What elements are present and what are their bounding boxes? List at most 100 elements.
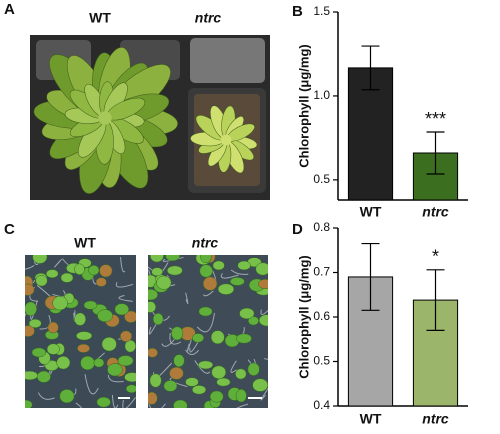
seedling <box>31 347 47 358</box>
seedling <box>212 260 225 271</box>
seedling <box>120 330 132 342</box>
y-tick-label: 0.5 <box>313 172 330 186</box>
seedling <box>173 399 188 408</box>
seedling <box>36 370 51 383</box>
seedling <box>258 278 268 290</box>
root <box>115 282 134 288</box>
root <box>194 360 211 374</box>
x-tick-label: WT <box>360 204 382 220</box>
seedling <box>255 262 268 276</box>
seedling <box>124 310 136 323</box>
photo-label: ntrc <box>192 235 219 251</box>
seedling <box>83 300 98 310</box>
seedling <box>192 333 205 343</box>
seedling <box>77 343 90 353</box>
seedling <box>88 265 100 276</box>
x-tick-label: WT <box>360 411 382 427</box>
root <box>186 337 193 352</box>
seedling <box>56 355 71 370</box>
x-tick-label: ntrc <box>422 204 449 220</box>
y-axis-label: Chlorophyll (μg/mg) <box>296 44 311 168</box>
root <box>230 269 249 275</box>
seedling <box>95 277 107 287</box>
seedling <box>74 312 87 326</box>
seedling <box>210 330 225 345</box>
leaf <box>220 134 232 146</box>
root <box>122 397 136 408</box>
seedling <box>60 272 74 283</box>
seedling <box>148 391 158 405</box>
y-tick-label: 0.6 <box>313 309 330 323</box>
seedling <box>169 366 184 380</box>
y-tick-label: 1.0 <box>313 88 330 102</box>
seedling <box>216 377 231 387</box>
seedling <box>46 343 60 355</box>
seedling <box>97 309 113 323</box>
photo-label: ntrc <box>195 10 222 26</box>
significance: *** <box>425 109 446 129</box>
seedling <box>236 333 252 344</box>
seedling <box>198 306 213 317</box>
seedling <box>239 307 255 320</box>
y-tick-label: 1.5 <box>313 4 330 18</box>
seedling <box>149 373 162 388</box>
root <box>230 360 237 373</box>
root <box>203 290 214 297</box>
seedling <box>96 396 111 408</box>
photo <box>25 255 136 408</box>
x-tick-label: ntrc <box>422 411 449 427</box>
seedling <box>211 365 227 380</box>
seedling <box>252 378 268 392</box>
panel-label: C <box>4 221 15 238</box>
seedling <box>202 276 218 291</box>
y-tick-label: 0.5 <box>313 354 330 368</box>
seedling <box>247 362 260 376</box>
seedling <box>248 316 259 326</box>
leaf <box>98 111 112 125</box>
seedling <box>25 301 37 317</box>
seedling <box>47 321 59 334</box>
seedling <box>235 389 247 403</box>
seedling <box>235 368 247 380</box>
seedling <box>229 277 245 286</box>
root <box>260 309 268 316</box>
photo <box>148 255 268 408</box>
seedling <box>117 355 134 367</box>
root <box>185 349 200 356</box>
seedling <box>200 255 212 264</box>
root <box>196 312 215 333</box>
panel-label: B <box>292 3 303 20</box>
seedling <box>156 275 172 290</box>
seedling <box>52 295 68 311</box>
seedling <box>124 372 136 383</box>
root <box>25 265 35 270</box>
root <box>263 358 268 360</box>
seedling <box>148 301 157 313</box>
photo <box>30 35 270 200</box>
seedling <box>152 313 164 326</box>
seedling <box>76 331 93 341</box>
seedling <box>199 264 213 278</box>
seedling <box>28 318 42 328</box>
seedling <box>93 358 105 368</box>
y-tick-label: 0.8 <box>313 220 330 234</box>
seedling <box>191 385 207 395</box>
seedling <box>125 384 136 394</box>
root <box>54 258 63 268</box>
seedling <box>148 288 159 301</box>
root <box>220 273 239 279</box>
seedling <box>165 255 180 262</box>
seedling <box>148 347 158 358</box>
seedling <box>163 380 178 392</box>
root <box>169 332 182 345</box>
y-tick-label: 0.4 <box>313 398 330 412</box>
seedling <box>185 377 199 387</box>
root <box>52 290 66 298</box>
y-tick-label: 0.7 <box>313 265 330 279</box>
seedling <box>209 390 224 403</box>
photo-label: WT <box>89 10 111 26</box>
root <box>25 309 27 317</box>
panel-label: A <box>4 1 15 18</box>
seedling <box>32 255 48 264</box>
photo-label: WT <box>74 235 96 251</box>
